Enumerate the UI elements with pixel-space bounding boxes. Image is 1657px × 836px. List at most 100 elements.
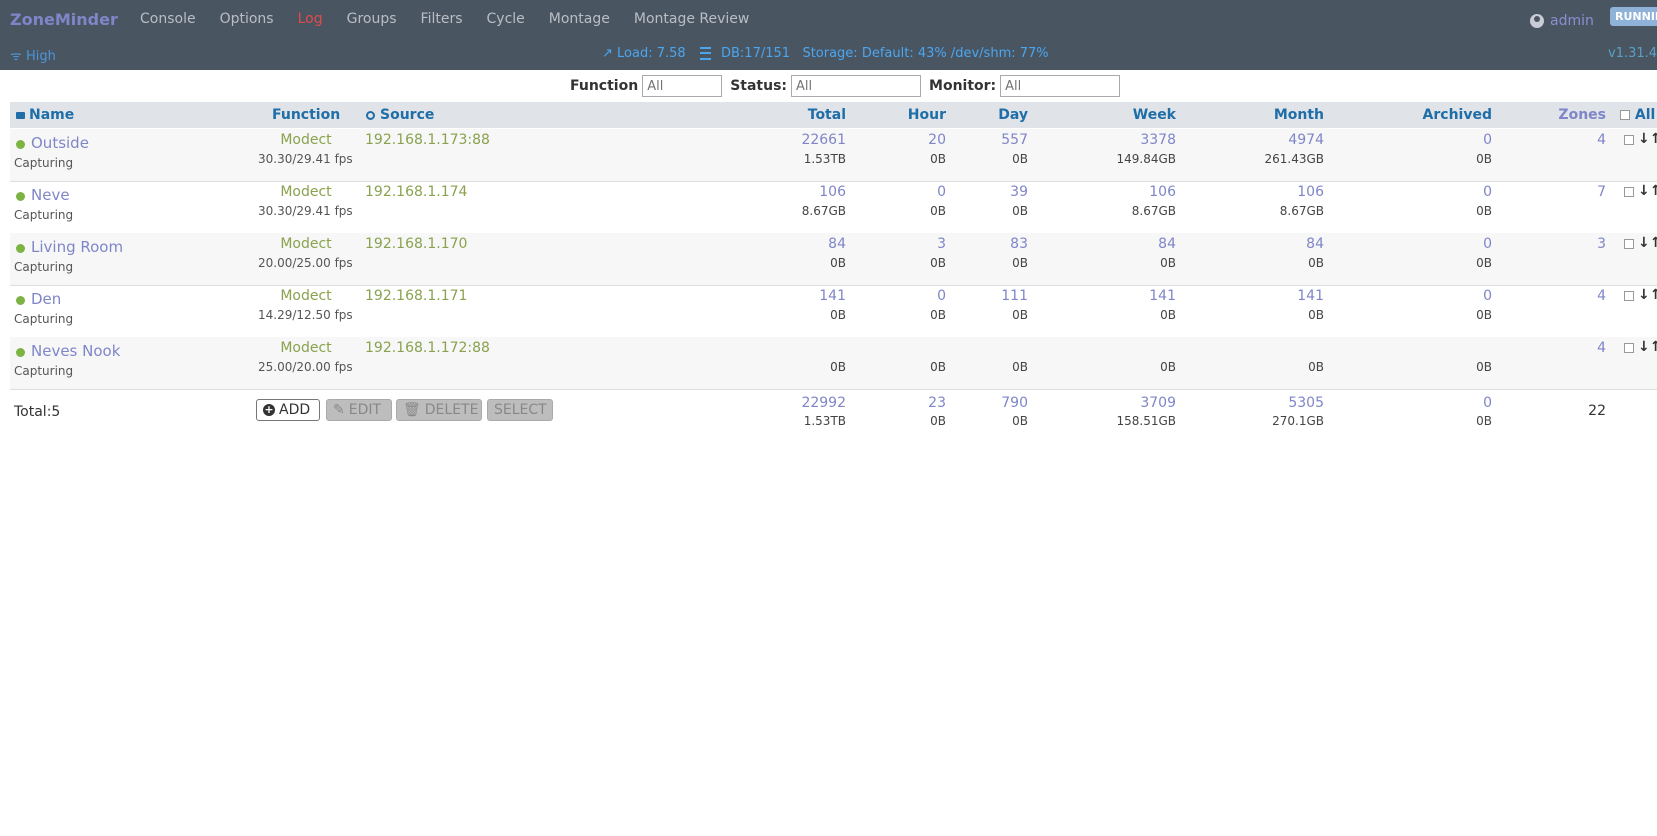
- delete-button[interactable]: 🗑 DELETE: [396, 399, 482, 421]
- select-button[interactable]: SELECT: [487, 399, 553, 421]
- user-menu[interactable]: admin: [1530, 13, 1594, 29]
- add-button[interactable]: + ADD: [256, 399, 320, 421]
- sort-handle-icon[interactable]: ↓↑: [1638, 183, 1657, 199]
- events-archived[interactable]: 0: [1483, 288, 1492, 304]
- sort-handle-icon[interactable]: ↓↑: [1638, 131, 1657, 147]
- sort-handle-icon[interactable]: ↓↑: [1638, 339, 1657, 355]
- monitor-function-link[interactable]: Modect: [280, 236, 332, 252]
- row-checkbox[interactable]: [1624, 288, 1634, 303]
- col-week-header[interactable]: Week: [1132, 107, 1176, 123]
- col-name-header[interactable]: Name: [16, 107, 74, 123]
- events-week[interactable]: 141: [1149, 288, 1176, 304]
- events-month[interactable]: 106: [1297, 184, 1324, 200]
- events-total[interactable]: 22661: [801, 132, 846, 148]
- monitor-source-link[interactable]: 192.168.1.170: [365, 236, 468, 252]
- events-hour[interactable]: 3: [937, 236, 946, 252]
- events-total[interactable]: 84: [828, 236, 846, 252]
- status-dot: [16, 348, 25, 357]
- zones-count-link[interactable]: 4: [1597, 132, 1606, 148]
- events-day-size: 0B: [1012, 360, 1028, 374]
- monitor-function-link[interactable]: Modect: [280, 288, 332, 304]
- events-hour[interactable]: 0: [937, 184, 946, 200]
- row-checkbox[interactable]: [1624, 184, 1634, 199]
- run-state-button[interactable]: RUNNING: [1610, 7, 1657, 26]
- events-archived[interactable]: 0: [1483, 184, 1492, 200]
- events-total[interactable]: 106: [819, 184, 846, 200]
- nav-link-console[interactable]: Console: [140, 11, 196, 27]
- monitor-filter-input[interactable]: [1000, 75, 1121, 97]
- events-day[interactable]: 111: [1001, 288, 1028, 304]
- status-dot: [16, 140, 25, 149]
- monitor-source-link[interactable]: 192.168.1.171: [365, 288, 468, 304]
- row-checkbox[interactable]: [1624, 236, 1634, 251]
- sort-handle-icon[interactable]: ↓↑: [1638, 235, 1657, 251]
- events-day[interactable]: 83: [1010, 236, 1028, 252]
- monitor-name-link[interactable]: Outside: [16, 134, 89, 152]
- total-hour-size: 0B: [930, 414, 946, 428]
- function-filter-input[interactable]: [642, 75, 723, 97]
- zones-count-link[interactable]: 4: [1597, 288, 1606, 304]
- total-hour[interactable]: 23: [928, 395, 946, 411]
- col-hour-header[interactable]: Hour: [907, 107, 946, 123]
- row-checkbox[interactable]: [1624, 340, 1634, 355]
- events-month[interactable]: 84: [1306, 236, 1324, 252]
- select-all-checkbox[interactable]: [1620, 110, 1630, 120]
- col-zones-header[interactable]: Zones: [1558, 107, 1606, 123]
- row-checkbox[interactable]: [1624, 132, 1634, 147]
- monitor-source-link[interactable]: 192.168.1.172:88: [365, 340, 490, 356]
- events-week[interactable]: 106: [1149, 184, 1176, 200]
- events-month[interactable]: 4974: [1288, 132, 1324, 148]
- bandwidth-link[interactable]: ᯤ High: [10, 46, 56, 64]
- total-events[interactable]: 22992: [801, 395, 846, 411]
- status-filter-label: Status:: [730, 78, 788, 94]
- events-day[interactable]: 39: [1010, 184, 1028, 200]
- monitor-name-link[interactable]: Neve: [16, 186, 70, 204]
- col-total-header[interactable]: Total: [807, 107, 846, 123]
- events-archived-size: 0B: [1476, 308, 1492, 322]
- total-events-size: 1.53TB: [803, 414, 846, 428]
- col-month-header[interactable]: Month: [1273, 107, 1324, 123]
- monitor-source-link[interactable]: 192.168.1.174: [365, 184, 468, 200]
- events-week[interactable]: 84: [1158, 236, 1176, 252]
- monitor-function-link[interactable]: Modect: [280, 132, 332, 148]
- nav-link-montage[interactable]: Montage: [548, 11, 610, 27]
- nav-link-groups[interactable]: Groups: [346, 11, 397, 27]
- monitor-source-link[interactable]: 192.168.1.173:88: [365, 132, 490, 148]
- total-day[interactable]: 790: [1001, 395, 1028, 411]
- nav-link-filters[interactable]: Filters: [420, 11, 463, 27]
- events-day-size: 0B: [1012, 308, 1028, 322]
- monitor-function-link[interactable]: Modect: [280, 184, 332, 200]
- col-day-header[interactable]: Day: [998, 107, 1028, 123]
- sort-handle-icon[interactable]: ↓↑: [1638, 287, 1657, 303]
- events-week[interactable]: 3378: [1140, 132, 1176, 148]
- events-hour[interactable]: 0: [937, 288, 946, 304]
- version-label[interactable]: v1.31.4: [1608, 46, 1657, 61]
- status-filter-input[interactable]: [791, 75, 922, 97]
- monitor-name-link[interactable]: Den: [16, 290, 61, 308]
- nav-link-montage-review[interactable]: Montage Review: [633, 11, 750, 27]
- events-hour[interactable]: 20: [928, 132, 946, 148]
- nav-link-options[interactable]: Options: [219, 11, 274, 27]
- events-archived[interactable]: 0: [1483, 236, 1492, 252]
- events-total[interactable]: 141: [819, 288, 846, 304]
- nav-link-cycle[interactable]: Cycle: [486, 11, 525, 27]
- events-archived[interactable]: 0: [1483, 132, 1492, 148]
- total-archived[interactable]: 0: [1483, 395, 1492, 411]
- total-month[interactable]: 5305: [1288, 395, 1324, 411]
- col-source-header[interactable]: Source: [366, 107, 434, 123]
- col-archived-header[interactable]: Archived: [1422, 107, 1492, 123]
- brand-logo[interactable]: ZoneMinder: [10, 10, 118, 29]
- monitor-name-link[interactable]: Living Room: [16, 238, 123, 256]
- monitor-function-link[interactable]: Modect: [280, 340, 332, 356]
- zones-count-link[interactable]: 3: [1597, 236, 1606, 252]
- edit-button[interactable]: ✎ EDIT: [326, 399, 392, 421]
- zones-count-link[interactable]: 4: [1597, 340, 1606, 356]
- events-day[interactable]: 557: [1001, 132, 1028, 148]
- monitor-name-link[interactable]: Neves Nook: [16, 342, 120, 360]
- zones-count-link[interactable]: 7: [1597, 184, 1606, 200]
- total-week[interactable]: 3709: [1140, 395, 1176, 411]
- events-month[interactable]: 141: [1297, 288, 1324, 304]
- database-icon: [699, 47, 711, 60]
- col-function-header[interactable]: Function: [272, 107, 341, 123]
- nav-link-log[interactable]: Log: [297, 11, 323, 27]
